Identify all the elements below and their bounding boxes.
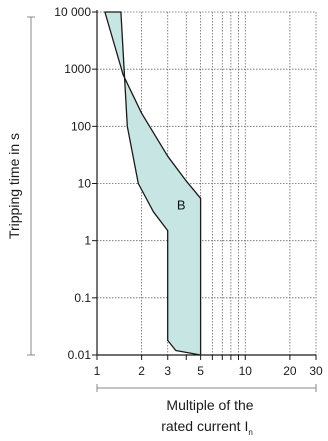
tripping-band: B bbox=[104, 11, 202, 356]
y-axis-title: Tripping time in s bbox=[6, 133, 22, 239]
curve-band-b bbox=[104, 11, 202, 356]
y-tick-label: 0.1 bbox=[74, 291, 91, 305]
x-axis-title-subscript: n bbox=[248, 428, 252, 437]
y-tick-label: 10 bbox=[78, 177, 92, 191]
x-tick-label: 20 bbox=[283, 364, 297, 378]
y-tick-label: 1 bbox=[84, 234, 91, 248]
y-tick-label: 0.01 bbox=[68, 348, 92, 362]
x-axis-title-line1: Multiple of the bbox=[166, 397, 253, 413]
x-tick-label: 10 bbox=[239, 364, 253, 378]
curve-label: B bbox=[177, 198, 186, 213]
x-tick-label: 2 bbox=[138, 364, 145, 378]
axes bbox=[92, 10, 317, 360]
grid-lines bbox=[97, 11, 317, 355]
x-tick-label: 1 bbox=[94, 364, 101, 378]
x-tick-label: 5 bbox=[197, 364, 204, 378]
y-tick-label: 10 000 bbox=[54, 5, 91, 19]
x-axis-title-bracket bbox=[96, 384, 317, 392]
y-axis-title-bracket bbox=[27, 16, 35, 356]
y-tick-labels: 10 000 1000 100 10 1 0.1 0.01 bbox=[54, 5, 91, 362]
x-axis-title-main: rated current I bbox=[161, 418, 248, 434]
y-tick-label: 100 bbox=[71, 119, 91, 133]
x-tick-labels: 1 2 3 5 10 20 30 bbox=[94, 364, 323, 378]
x-tick-label: 3 bbox=[164, 364, 171, 378]
y-tick-label: 1000 bbox=[64, 62, 91, 76]
x-axis-title-line2: rated current In bbox=[161, 418, 253, 437]
x-tick-label: 30 bbox=[309, 364, 323, 378]
